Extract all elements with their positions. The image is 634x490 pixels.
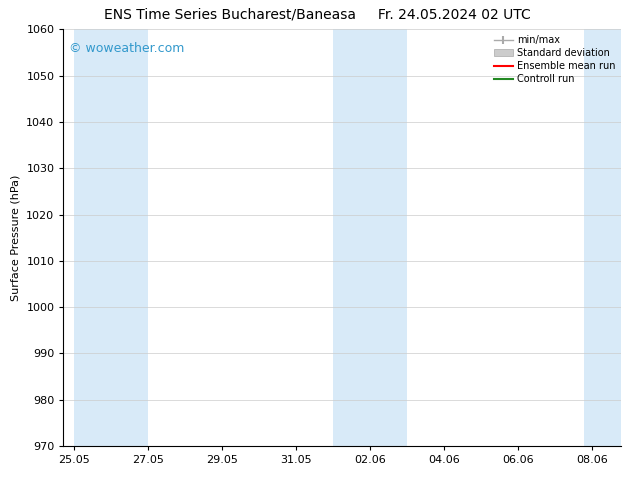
Y-axis label: Surface Pressure (hPa): Surface Pressure (hPa) [11,174,21,301]
Legend: min/max, Standard deviation, Ensemble mean run, Controll run: min/max, Standard deviation, Ensemble me… [491,32,618,87]
Bar [585,29,621,446]
Text: ENS Time Series Bucharest/Baneasa     Fr. 24.05.2024 02 UTC: ENS Time Series Bucharest/Baneasa Fr. 24… [103,7,531,22]
Bar [74,29,148,446]
Bar [333,29,407,446]
Text: © woweather.com: © woweather.com [69,42,184,55]
